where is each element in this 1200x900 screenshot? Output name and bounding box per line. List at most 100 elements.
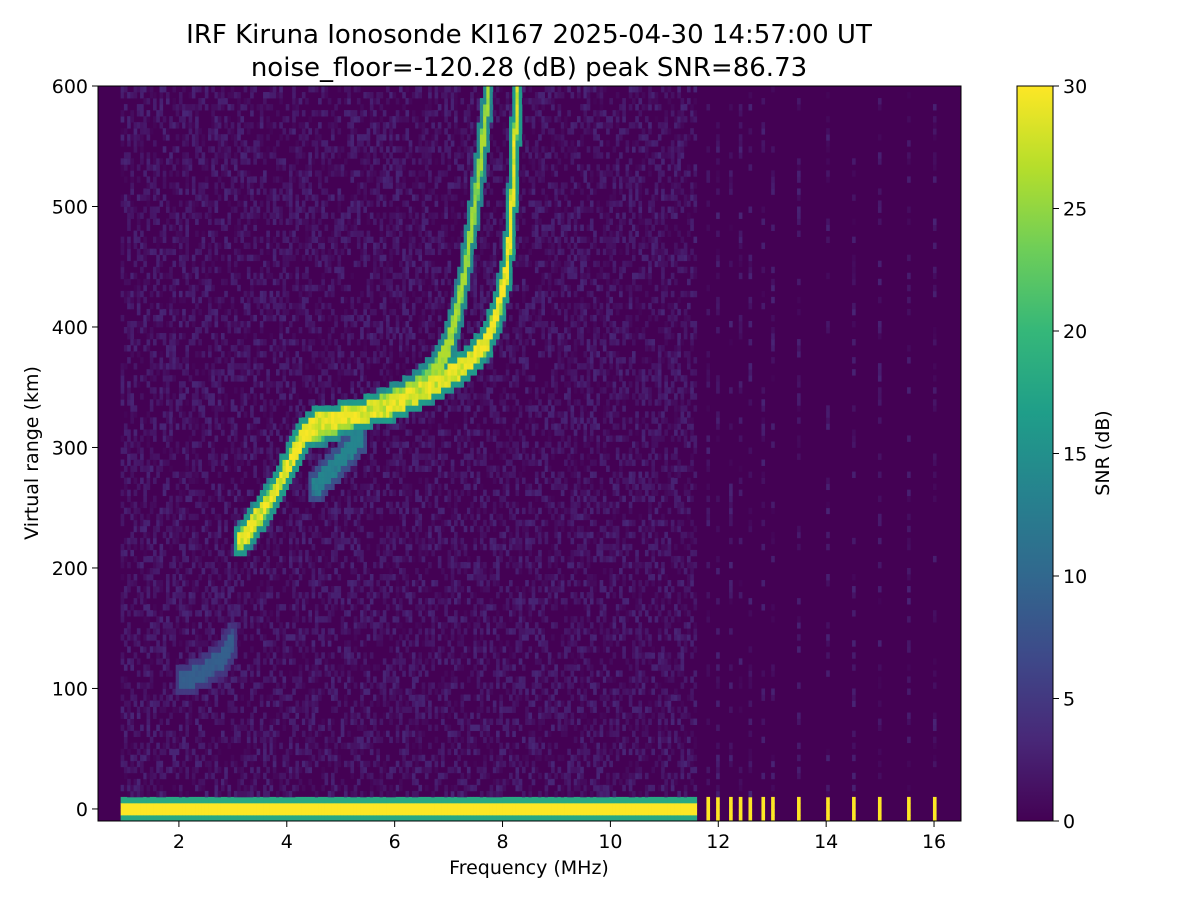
heatmap-cell (246, 742, 251, 750)
heatmap-cell (308, 495, 312, 503)
heatmap-cell (237, 284, 241, 292)
heatmap-cell (120, 712, 125, 719)
heatmap-cell (224, 399, 228, 406)
heatmap-cell (324, 453, 329, 460)
heatmap-cell (182, 736, 186, 744)
heatmap-cell (162, 254, 167, 262)
heatmap-cell (305, 308, 309, 316)
heatmap-cell (298, 182, 303, 189)
heatmap-cell (227, 549, 232, 557)
heatmap-cell (259, 110, 264, 117)
heatmap-cell (343, 640, 348, 647)
heatmap-cell (327, 453, 332, 460)
heatmap-cell (350, 772, 355, 780)
heatmap-cell (233, 459, 238, 466)
heatmap-cell (295, 411, 300, 418)
heatmap-cell (331, 604, 335, 611)
heatmap-cell (143, 555, 147, 563)
heatmap-cell (250, 206, 254, 213)
heatmap-cell (230, 670, 235, 677)
heatmap-cell (153, 194, 157, 201)
heatmap-cell (340, 670, 345, 677)
heatmap-cell (191, 465, 196, 472)
heatmap-cell (191, 429, 196, 436)
heatmap-cell (240, 158, 245, 165)
heatmap-cell (350, 302, 355, 310)
heatmap-cell (191, 200, 196, 207)
heatmap-cell (133, 543, 138, 551)
heatmap-cell (285, 525, 290, 533)
heatmap-cell (250, 646, 254, 653)
heatmap-cell (272, 531, 277, 539)
heatmap-cell (376, 483, 380, 491)
heatmap-cell (169, 417, 173, 424)
heatmap-cell (133, 375, 138, 382)
heatmap-cell (327, 760, 332, 768)
heatmap-cell (369, 170, 374, 177)
heatmap-cell (253, 808, 257, 816)
heatmap-cell (217, 423, 222, 430)
heatmap-cell (220, 98, 225, 105)
heatmap-cell (185, 387, 190, 394)
heatmap-cell (146, 483, 151, 491)
heatmap-cell (143, 531, 147, 539)
heatmap-cell (321, 652, 325, 659)
heatmap-cell (308, 441, 312, 448)
heatmap-cell (369, 652, 374, 659)
heatmap-cell (295, 363, 300, 370)
heatmap-cell (240, 116, 245, 123)
heatmap-cell (279, 98, 283, 105)
heatmap-cell (366, 796, 371, 804)
heatmap-cell (334, 453, 338, 460)
heatmap-cell (201, 429, 206, 436)
heatmap-cell (178, 808, 183, 816)
heatmap-cell (127, 658, 131, 665)
heatmap-cell (191, 441, 196, 448)
heatmap-cell (275, 477, 280, 485)
heatmap-cell (120, 194, 125, 201)
heatmap-cell (350, 465, 355, 472)
heatmap-cell (185, 272, 190, 280)
heatmap-cell (266, 194, 270, 201)
heatmap-cell (233, 525, 238, 533)
heatmap-cell (369, 730, 374, 738)
heatmap-cell (282, 652, 287, 659)
heatmap-cell (308, 700, 312, 707)
heatmap-cell (156, 218, 160, 225)
heatmap-cell (140, 104, 144, 111)
heatmap-cell (130, 814, 134, 822)
heatmap-cell (130, 754, 134, 762)
heatmap-cell (288, 658, 293, 665)
heatmap-cell (275, 399, 280, 406)
heatmap-cell (343, 320, 348, 328)
heatmap-cell (379, 116, 384, 123)
heatmap-cell (162, 640, 167, 647)
heatmap-cell (253, 784, 257, 792)
heatmap-cell (195, 501, 199, 509)
heatmap-cell (146, 796, 151, 804)
heatmap-cell (208, 459, 212, 466)
heatmap-cell (366, 254, 371, 262)
heatmap-cell (347, 314, 351, 322)
heatmap-cell (373, 447, 377, 454)
heatmap-cell (230, 640, 235, 647)
heatmap-cell (295, 748, 300, 756)
heatmap-cell (353, 411, 358, 418)
heatmap-cell (211, 369, 215, 376)
heatmap-cell (334, 236, 338, 244)
heatmap-cell (120, 555, 125, 563)
heatmap-cell (266, 814, 270, 822)
heatmap-cell (185, 640, 190, 647)
heatmap-cell (266, 152, 270, 159)
heatmap-cell (233, 320, 238, 328)
heatmap-cell (369, 164, 374, 171)
heatmap-cell (337, 152, 342, 159)
heatmap-cell (120, 170, 125, 177)
heatmap-cell (363, 567, 368, 575)
heatmap-cell (373, 272, 377, 280)
heatmap-cell (185, 290, 190, 298)
heatmap-cell (360, 182, 364, 189)
heatmap-cell (282, 465, 287, 472)
heatmap-cell (285, 459, 290, 466)
heatmap-cell (246, 296, 251, 304)
